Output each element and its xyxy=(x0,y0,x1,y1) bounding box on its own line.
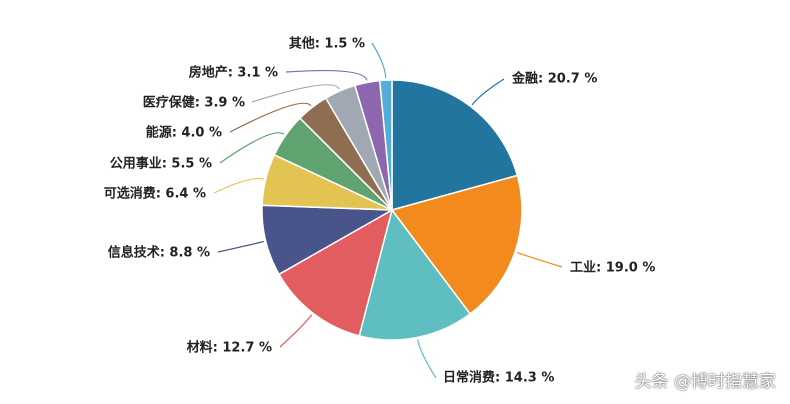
pie-slice-1 xyxy=(391,79,519,211)
slice-label-1: 金融: 20.7 % xyxy=(511,71,597,87)
pie-slice-11 xyxy=(378,79,393,211)
leader-line-2 xyxy=(516,252,563,268)
slice-label-9: 医疗保健: 3.9 % xyxy=(143,95,245,111)
watermark: 头条 @博时指慧家 xyxy=(634,372,776,392)
leader-line-9 xyxy=(251,84,340,103)
leader-line-11 xyxy=(371,42,387,79)
slice-labels: 金融: 20.7 % 工业: 19.0 % 日常消费: 14.3 % 材料: 12.7… xyxy=(104,36,656,386)
slice-label-8: 能源: 4.0 % xyxy=(146,125,222,141)
slice-label-3: 日常消费: 14.3 % xyxy=(443,370,554,386)
leader-line-10 xyxy=(285,69,368,81)
slice-label-6: 可选消费: 6.4 % xyxy=(104,186,206,202)
pie-slice-4 xyxy=(277,208,394,337)
leader-line-7 xyxy=(219,132,285,164)
slice-label-7: 公用事业: 5.5 % xyxy=(110,156,212,172)
slice-label-2: 工业: 19.0 % xyxy=(570,260,655,276)
leader-line-3 xyxy=(417,339,437,379)
pie-slice-3 xyxy=(358,208,472,341)
label-leader-lines xyxy=(213,42,563,379)
slice-label-4: 材料: 12.7 % xyxy=(187,340,272,356)
slice-label-11: 其他: 1.5 % xyxy=(289,36,365,52)
pie-slices xyxy=(261,79,523,341)
leader-line-5 xyxy=(217,240,264,253)
leader-line-6 xyxy=(213,177,264,194)
leader-line-4 xyxy=(279,314,313,348)
pie-slice-2 xyxy=(390,174,523,315)
leader-line-1 xyxy=(471,78,505,106)
leader-line-8 xyxy=(229,102,312,133)
slice-label-10: 房地产: 3.1 % xyxy=(189,65,278,81)
slice-label-5: 信息技术: 8.8 % xyxy=(108,245,210,261)
